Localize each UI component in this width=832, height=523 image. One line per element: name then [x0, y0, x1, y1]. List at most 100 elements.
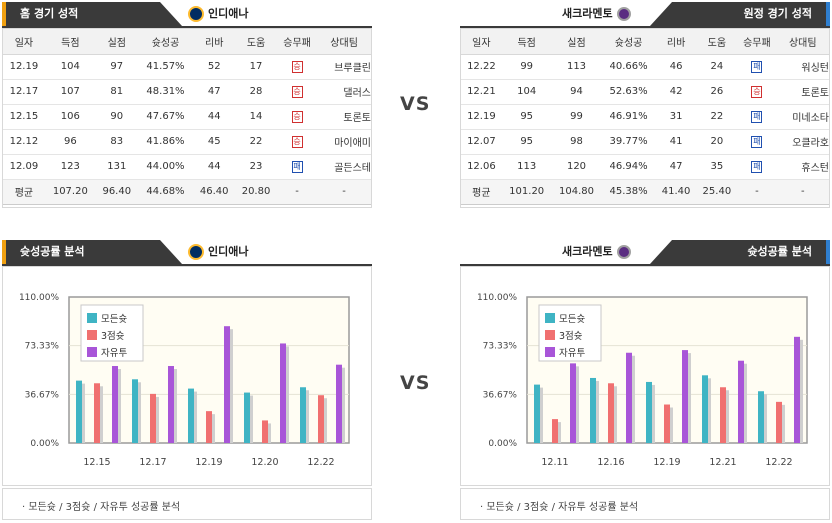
bar-free-throw: [682, 350, 688, 443]
opp-cell: 90: [95, 104, 138, 130]
result-badge: 패: [751, 110, 763, 123]
date-cell: 12.15: [3, 104, 45, 130]
away-col-header: 리바: [655, 29, 697, 55]
date-cell: 12.21: [461, 79, 502, 105]
date-cell: 12.17: [3, 79, 45, 105]
home-col-header: 실점: [95, 29, 138, 55]
right-analysis-line: [460, 264, 830, 266]
ast-cell: 17: [235, 54, 277, 80]
legend-label: 모든슛: [559, 314, 585, 325]
avg-reb-cell: 41.40: [655, 179, 697, 205]
fg-cell: 52.63%: [601, 79, 656, 105]
away-col-header: 도움: [696, 29, 738, 55]
left-analysis-header: 슛성공률 분석 인디애나: [2, 240, 372, 264]
rival-cell: 휴스턴: [776, 154, 829, 180]
bar-all-shot: [244, 392, 250, 443]
bar-three: [664, 404, 670, 443]
home-header: 홈 경기 성적 인디애나: [2, 2, 372, 26]
result-cell: 패: [737, 104, 777, 130]
legend-label: 자유투: [101, 348, 127, 359]
x-tick-label: 12.19: [653, 457, 680, 468]
away-header: 새크라멘토 원정 경기 성적: [460, 2, 830, 26]
result-badge: 패: [291, 160, 303, 173]
right-analysis-header: 새크라멘토 슛성공률 분석: [460, 240, 830, 264]
table-row: 12.06 113 120 46.94% 47 35 패 휴스턴: [461, 154, 829, 180]
bar-all-shot: [188, 388, 194, 443]
reb-cell: 31: [655, 104, 697, 130]
table-row: 12.07 95 98 39.77% 41 20 패 오클라호: [461, 129, 829, 155]
legend-swatch: [87, 347, 97, 357]
right-analysis-team-name: 새크라멘토: [562, 245, 613, 258]
left-chart-box: 110.00% 73.33% 36.67% 0.00% 12.15 12.17 12.19 1…: [2, 266, 372, 486]
ast-cell: 22: [696, 104, 738, 130]
pts-cell: 104: [44, 54, 96, 80]
fg-cell: 47.67%: [137, 104, 194, 130]
rival-cell: 브루클린: [317, 54, 371, 80]
pacers-logo-icon: [188, 6, 204, 22]
reb-cell: 45: [193, 129, 236, 155]
result-cell: 승: [276, 79, 318, 105]
result-badge: 승: [291, 110, 303, 123]
left-analysis-tab: 슛성공률 분석: [2, 240, 182, 264]
result-badge: 패: [751, 60, 763, 73]
result-badge: 패: [751, 160, 763, 173]
table-row: 12.22 99 113 40.66% 46 24 패 워싱턴: [461, 54, 829, 80]
fg-cell: 46.94%: [601, 154, 656, 180]
x-tick-label: 12.11: [541, 457, 568, 468]
legend-label: 3점슛: [559, 330, 583, 342]
left-analysis-line: [2, 264, 372, 266]
x-tick-label: 12.20: [251, 457, 278, 468]
y-tick-label: 73.33%: [25, 342, 60, 352]
rival-cell: 토론토: [776, 79, 829, 105]
result-cell: 패: [276, 154, 318, 180]
ast-cell: 24: [696, 54, 738, 80]
avg-opp-cell: 96.40: [95, 179, 138, 205]
fg-cell: 46.91%: [601, 104, 656, 130]
opp-cell: 131: [95, 154, 138, 180]
bar-three: [318, 395, 324, 443]
legend-swatch: [545, 347, 555, 357]
opp-cell: 99: [551, 104, 602, 130]
result-cell: 승: [737, 79, 777, 105]
result-cell: 승: [276, 129, 318, 155]
fg-cell: 40.66%: [601, 54, 656, 80]
x-tick-label: 12.22: [307, 457, 334, 468]
table-row: 12.12 96 83 41.86% 45 22 승 마이애미: [3, 129, 371, 155]
pts-cell: 95: [501, 129, 552, 155]
bar-free-throw: [626, 352, 632, 443]
ast-cell: 23: [235, 154, 277, 180]
reb-cell: 41: [655, 129, 697, 155]
avg-rival-cell: -: [776, 179, 829, 205]
ast-cell: 22: [235, 129, 277, 155]
average-row: 평균 107.20 96.40 44.68% 46.40 20.80- -: [3, 179, 371, 205]
y-tick-label: 110.00%: [477, 293, 517, 303]
reb-cell: 44: [193, 104, 236, 130]
table-row: 12.21 104 94 52.63% 42 26 승 토론토: [461, 79, 829, 105]
x-tick-label: 12.19: [195, 457, 222, 468]
x-tick-label: 12.15: [83, 457, 110, 468]
away-col-header: 상대팀: [776, 29, 829, 55]
left-analysis-team: 인디애나: [188, 240, 248, 264]
date-cell: 12.06: [461, 154, 502, 180]
table-row: 12.19 95 99 46.91% 31 22 패 미네소타: [461, 104, 829, 130]
avg-pts-cell: 107.20: [44, 179, 96, 205]
legend-label: 3점슛: [101, 330, 125, 342]
rival-cell: 오클라호: [776, 129, 829, 155]
legend-swatch: [87, 313, 97, 323]
y-tick-label: 36.67%: [25, 390, 60, 400]
bar-free-throw: [738, 360, 744, 443]
bar-three: [206, 411, 212, 443]
x-tick-label: 12.16: [597, 457, 624, 468]
rival-cell: 댈러스: [317, 79, 371, 105]
reb-cell: 52: [193, 54, 236, 80]
x-tick-label: 12.22: [765, 457, 792, 468]
right-analysis-tab: 슛성공률 분석: [650, 240, 830, 264]
home-team-name: 인디애나: [208, 7, 249, 20]
rival-cell: 토론토: [317, 104, 371, 130]
bar-free-throw: [336, 364, 342, 443]
bar-all-shot: [646, 381, 652, 443]
right-note-box: [460, 488, 830, 520]
reb-cell: 46: [655, 54, 697, 80]
home-col-header: 상대팀: [317, 29, 371, 55]
